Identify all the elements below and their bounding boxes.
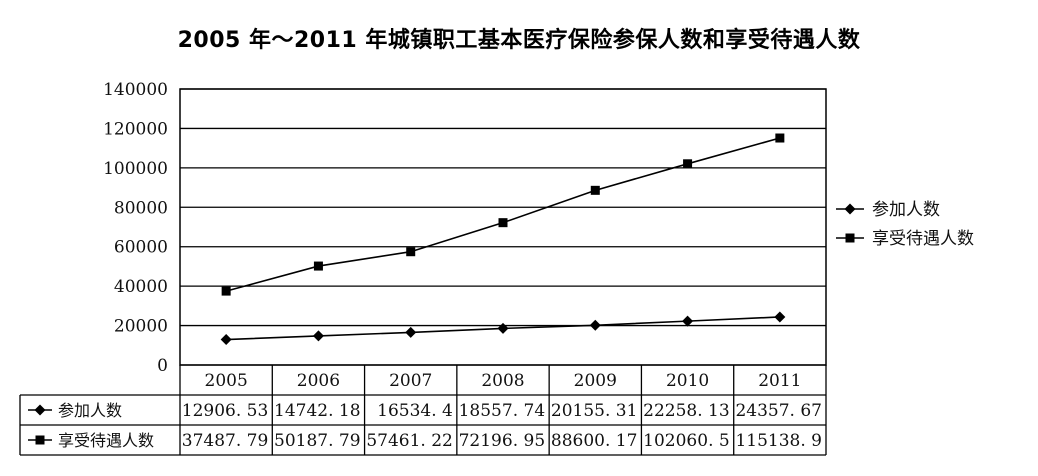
y-tick-label: 60000: [114, 238, 168, 258]
data-point-diamond: [589, 319, 601, 331]
x-category-label: 2008: [481, 371, 524, 391]
row-series-label: 享受待遇人数: [58, 431, 154, 450]
data-table: 2005 2006 2007 2008 2009 2010 2011 参加人数 12906. 5…: [19, 365, 827, 456]
data-point-diamond: [34, 404, 46, 416]
data-value-cell: 24357. 67: [735, 401, 822, 421]
data-value-cell: 50187. 79: [274, 431, 361, 451]
x-category-label: 2007: [389, 371, 432, 391]
data-value-cell: 14742. 18: [274, 401, 361, 421]
data-point-square: [35, 435, 45, 445]
data-point-square: [845, 233, 855, 243]
legend-label: 参加人数: [872, 200, 940, 220]
data-value-cell: 115138. 9: [735, 431, 822, 451]
data-value-cell: 12906. 53: [182, 401, 269, 421]
data-value-cell: 18557. 74: [459, 401, 546, 421]
data-point-square: [498, 218, 508, 228]
data-point-square: [313, 261, 323, 271]
x-category-label: 2006: [297, 371, 340, 391]
y-tick-label: 140000: [103, 80, 168, 100]
data-value-cell: 20155. 31: [551, 401, 638, 421]
y-tick-label: 80000: [114, 198, 168, 218]
y-tick-label: 40000: [114, 277, 168, 297]
y-tick-label: 120000: [103, 119, 168, 139]
x-category-label: 2010: [666, 371, 709, 391]
data-value-cell: 16534. 4: [377, 401, 453, 421]
data-point-square: [406, 247, 416, 257]
data-point-diamond: [220, 334, 232, 346]
data-point-diamond: [682, 315, 694, 327]
grid-lines: [179, 88, 827, 366]
data-value-cell: 88600. 17: [551, 431, 638, 451]
data-value-cell: 102060. 5: [643, 431, 730, 451]
x-category-label: 2009: [574, 371, 617, 391]
x-category-label: 2011: [758, 371, 801, 391]
series-lines: [220, 133, 786, 346]
data-value-cell: 57461. 22: [366, 431, 453, 451]
row-series-label: 参加人数: [58, 401, 122, 420]
x-category-label: 2005: [205, 371, 248, 391]
data-point-diamond: [774, 311, 786, 323]
series-line-square: [225, 137, 781, 292]
y-tick-label: 0: [157, 356, 168, 376]
y-tick-label: 100000: [103, 159, 168, 179]
y-axis-ticks: 0 20000 40000 60000 80000 100000 120000 140000: [103, 80, 168, 376]
data-point-diamond: [405, 326, 417, 338]
data-value-cell: 22258. 13: [643, 401, 730, 421]
legend-label: 享受待遇人数: [872, 229, 974, 249]
data-value-cell: 37487. 79: [182, 431, 269, 451]
data-point-square: [221, 286, 231, 296]
data-point-square: [590, 185, 600, 195]
chart-title: 2005 年～2011 年城镇职工基本医疗保险参保人数和享受待遇人数: [177, 28, 861, 53]
data-point-diamond: [312, 330, 324, 342]
data-point-square: [683, 159, 693, 169]
data-point-diamond: [497, 322, 509, 334]
data-value-cell: 72196. 95: [459, 431, 546, 451]
data-point-diamond: [844, 203, 856, 215]
y-tick-label: 20000: [114, 317, 168, 337]
data-point-square: [775, 133, 785, 143]
